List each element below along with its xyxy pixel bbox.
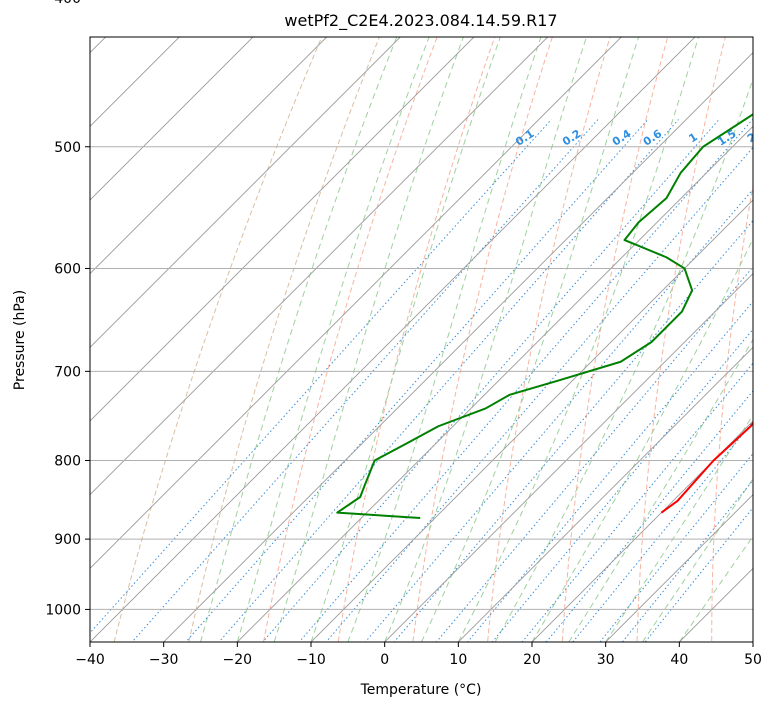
moist-adiabat	[642, 477, 753, 642]
dry-adiabat	[188, 37, 380, 642]
moist-adiabat	[273, 37, 464, 642]
x-tick-label: 50	[744, 652, 762, 668]
isotherm-line	[90, 37, 622, 569]
x-tick-label: 30	[597, 652, 615, 668]
y-tick-label: 1000	[45, 602, 81, 618]
moist-adiabat	[457, 37, 700, 642]
dewpoint-profile-line	[336, 113, 753, 520]
moist-adiabat	[236, 37, 430, 642]
isotherm-line	[163, 52, 753, 642]
x-tick-label: 0	[380, 652, 389, 668]
mixing-ratio-line	[131, 119, 599, 642]
y-tick-label: 800	[54, 453, 81, 469]
mixing-ratio-label: 2	[745, 130, 759, 145]
x-tick-label: −40	[75, 652, 105, 668]
dry-adiabat	[487, 37, 611, 642]
y-axis-ticks: 1002003004005006007008009001000	[45, 0, 90, 618]
moist-adiabat	[605, 414, 753, 642]
plot-frame	[89, 36, 754, 643]
dry-adiabat	[337, 37, 496, 642]
isotherm-line	[236, 125, 753, 642]
isotherm-line	[457, 346, 753, 642]
x-tick-label: −10	[296, 652, 326, 668]
y-axis-label: Pressure (hPa)	[12, 290, 28, 390]
x-axis-ticks: −40 −30 −20 −10 0 10 20 30 40 50	[75, 642, 762, 668]
mixing-ratio-line	[185, 119, 649, 642]
mixing-ratio-line	[599, 452, 753, 642]
pressure-gridlines	[90, 146, 753, 610]
moist-adiabat	[384, 37, 587, 642]
isotherms	[90, 37, 753, 642]
mixing-ratio-line	[90, 119, 552, 634]
moist-adiabat	[200, 37, 398, 642]
dry-adiabat	[263, 37, 438, 642]
y-tick-label: 500	[54, 140, 81, 156]
x-tick-label: 10	[449, 652, 467, 668]
mixing-ratio-line	[572, 420, 753, 642]
sounding-series	[336, 113, 753, 520]
y-tick-label: 400	[54, 0, 81, 7]
isotherm-line	[90, 37, 549, 496]
dry-adiabat	[636, 37, 726, 642]
x-tick-label: −20	[223, 652, 253, 668]
mixing-ratio-line	[545, 390, 753, 642]
mixing-ratio-line	[644, 506, 753, 642]
dry-adiabat	[561, 37, 669, 642]
dry-adiabat	[113, 37, 323, 642]
y-tick-label: 700	[54, 364, 81, 380]
isotherm-line	[90, 37, 696, 642]
y-tick-label: 600	[54, 261, 81, 277]
mixing-ratio-line	[298, 119, 753, 642]
x-tick-label: −30	[149, 652, 179, 668]
mixing-ratio-line	[262, 119, 720, 642]
mixing-ratio-line	[521, 362, 753, 642]
x-tick-label: 20	[523, 652, 541, 668]
isotherm-line	[310, 199, 753, 642]
moist-adiabat	[347, 37, 542, 642]
x-axis-label: Temperature (°C)	[360, 682, 482, 698]
isotherm-line	[90, 37, 475, 422]
y-tick-label: 900	[54, 532, 81, 548]
isotherm-line	[384, 273, 753, 642]
mixing-ratio-line	[435, 266, 753, 642]
mixing-ratio-line	[364, 188, 753, 642]
mixing-ratio-line	[621, 479, 753, 642]
x-tick-label: 40	[670, 652, 688, 668]
moist-adiabat	[494, 77, 753, 642]
moist-adiabat	[421, 37, 640, 642]
chart-title: wetPf2_C2E4.2023.084.14.59.R17	[284, 11, 557, 31]
mixing-ratio-lines	[90, 119, 753, 642]
